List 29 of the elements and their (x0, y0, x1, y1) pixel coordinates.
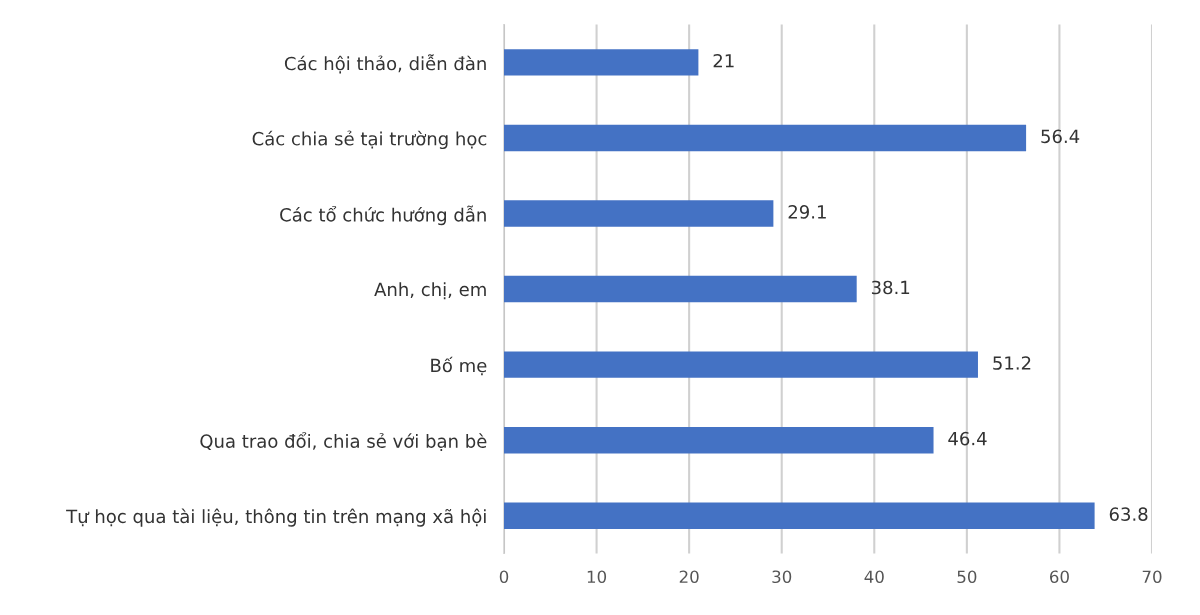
y-tick-label: Qua trao đổi, chia sẻ với bạn bè (200, 432, 487, 452)
data-label: 38.1 (871, 280, 910, 295)
y-tick-label: Các hội thảo, diễn đàn (284, 54, 486, 74)
x-tick-label: 20 (679, 570, 699, 584)
x-tick-label: 60 (1049, 570, 1069, 584)
data-label: 56.4 (1041, 129, 1080, 144)
y-tick-label: Tự học qua tài liệu, thông tin trên mạng xã hội (66, 508, 486, 527)
y-tick-label: Anh, chị, em (374, 282, 486, 300)
data-label: 51.2 (993, 356, 1031, 370)
data-label: 46.4 (948, 431, 987, 446)
data-label: 21 (713, 53, 734, 68)
bar (504, 275, 857, 303)
bar (504, 502, 1095, 529)
x-tick-label: 40 (864, 570, 884, 584)
x-tick-label: 0 (499, 570, 509, 584)
x-tick-label: 10 (587, 570, 607, 584)
x-tick-label: 70 (1142, 570, 1162, 584)
x-tick-label: 50 (957, 570, 977, 584)
data-label: 63.8 (1109, 507, 1148, 521)
bar (504, 351, 978, 378)
bar (504, 426, 934, 454)
y-tick-label: Các chia sẻ tại trường học (252, 130, 487, 149)
bar (504, 49, 699, 76)
bar (504, 124, 1027, 152)
data-label: 29.1 (788, 205, 826, 219)
y-tick-label: Bố mẹ (431, 356, 487, 376)
bar (504, 200, 774, 227)
x-tick-label: 30 (772, 570, 792, 584)
y-tick-label: Các tổ chức hướng dẫn (280, 205, 486, 226)
